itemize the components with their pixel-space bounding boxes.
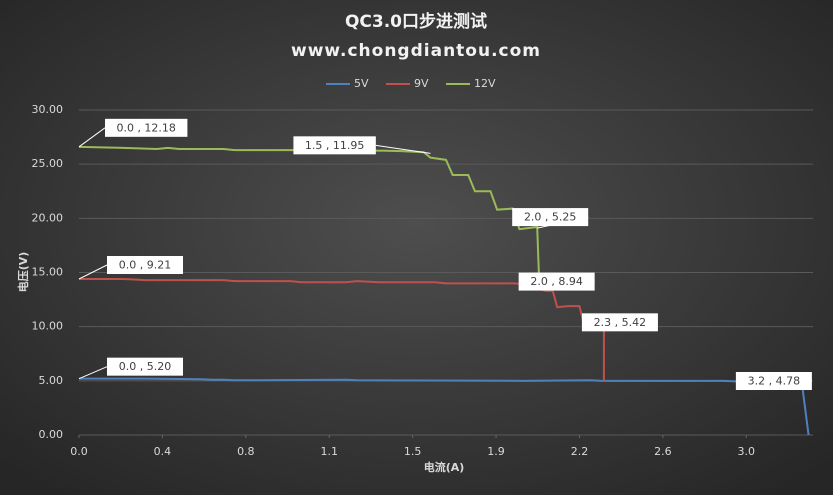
annotation-label: 0.0 , 5.20 xyxy=(119,360,171,373)
annotation-label: 2.0 , 8.94 xyxy=(530,275,582,288)
annotation-leader xyxy=(78,366,108,380)
annotation-box xyxy=(581,313,658,332)
y-tick-label: 15.00 xyxy=(32,266,64,279)
y-tick-label: 0.00 xyxy=(39,428,64,441)
annotation-leader xyxy=(78,264,108,280)
x-tick-label: 0.8 xyxy=(237,445,255,458)
x-axis-label: 电流(A) xyxy=(424,460,465,474)
annotation-box xyxy=(518,272,595,291)
annotation-box xyxy=(512,208,589,227)
x-tick-label: 2.6 xyxy=(654,445,672,458)
annotation: 0.0 , 5.20 xyxy=(78,357,183,380)
x-tick-label: 1.1 xyxy=(320,445,338,458)
y-axis-label: 电压(V) xyxy=(16,252,30,293)
annotation: 0.0 , 9.21 xyxy=(78,256,183,280)
y-tick-label: 20.00 xyxy=(32,211,64,224)
annotation-leader xyxy=(375,144,431,154)
annotation: 0.0 , 12.18 xyxy=(78,118,188,148)
y-tick-label: 5.00 xyxy=(39,374,64,387)
y-tick-label: 25.00 xyxy=(32,157,64,170)
chart-subtitle: www.chongdiantou.com xyxy=(291,41,541,61)
chart-title: QC3.0口步进测试 xyxy=(345,11,487,32)
annotation-label: 1.5 , 11.95 xyxy=(305,139,364,152)
series-line xyxy=(78,145,541,289)
annotation-label: 3.2 , 4.78 xyxy=(748,375,800,388)
y-tick-label: 30.00 xyxy=(32,103,64,116)
annotation-leader xyxy=(78,127,106,148)
x-tick-label: 3.0 xyxy=(738,445,756,458)
annotation: 2.0 , 5.25 xyxy=(512,208,589,229)
x-tick-label: 1.9 xyxy=(487,445,505,458)
annotation-label: 2.3 , 5.42 xyxy=(594,316,646,329)
annotation-label: 2.0 , 5.25 xyxy=(524,211,576,224)
x-tick-label: 1.5 xyxy=(404,445,422,458)
legend-label: 9V xyxy=(414,77,429,90)
annotation: 1.5 , 11.95 xyxy=(293,136,431,155)
annotation: 3.2 , 4.78 xyxy=(735,372,812,390)
annotation-box xyxy=(735,372,812,390)
annotation-label: 0.0 , 9.21 xyxy=(119,259,171,272)
annotation-box xyxy=(107,357,183,376)
annotation: 2.0 , 8.94 xyxy=(518,272,595,291)
annotation-box xyxy=(293,136,376,155)
legend-label: 5V xyxy=(354,77,369,90)
annotation-box xyxy=(105,118,188,137)
legend-label: 12V xyxy=(474,77,496,90)
series-line xyxy=(79,278,605,381)
x-tick-label: 2.2 xyxy=(571,445,589,458)
annotation: 2.3 , 5.42 xyxy=(581,313,658,332)
x-tick-label: 0.0 xyxy=(70,445,88,458)
annotation-label: 0.0 , 12.18 xyxy=(116,121,175,134)
y-tick-label: 10.00 xyxy=(32,320,64,333)
annotation-box xyxy=(107,256,183,274)
x-tick-label: 0.4 xyxy=(154,445,172,458)
